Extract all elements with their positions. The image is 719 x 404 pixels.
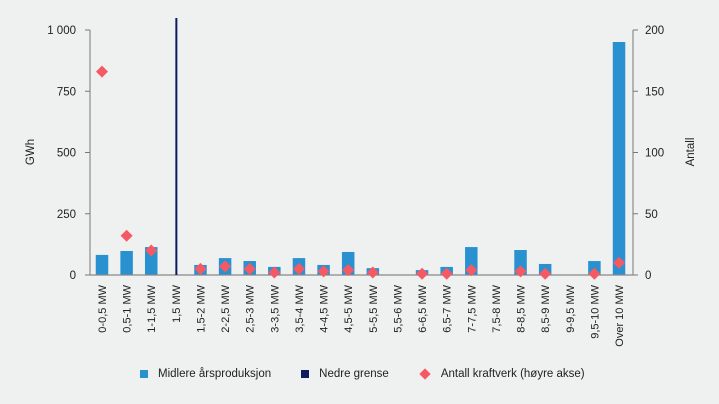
x-tick-labels: 0-0,5 MW 0,5-1 MW 1-1,5 MW 1,5 MW 1,5-2 MW 2-… [97,284,626,346]
x-tick-label: 8,5-9 MW [540,284,552,332]
point [145,244,158,257]
point [317,265,330,278]
point [342,264,355,277]
x-tick-label: 1,5-2 MW [195,284,207,332]
legend-label-vline: Nedre grense [319,368,389,380]
point [440,267,453,280]
point [219,260,232,273]
x-tick-label: 0-0,5 MW [97,284,109,332]
legend-swatch-points [419,368,431,380]
x-tick-label: 4,5-5 MW [343,284,355,332]
x-tick-label: 7,5-8 MW [491,284,503,332]
y-right-tick-label: 150 [645,86,664,98]
x-tick-label: 8-8,5 MW [516,284,528,332]
point [194,262,207,275]
point [268,266,281,279]
y-right-tick-label: 50 [645,209,658,221]
x-tick-label: 5-5,5 MW [368,284,380,332]
y-right-tick-label: 0 [645,270,651,282]
y-left-tick-label: 1 000 [47,25,76,37]
y-right-tick-labels: 0 50 100 150 200 [645,25,664,282]
point [588,267,601,280]
x-tick-label: 6-6,5 MW [417,284,429,332]
x-tick-label: 1-1,5 MW [146,284,158,332]
point [243,262,256,275]
y-left-tick-label: 0 [70,270,76,282]
bar [144,247,158,275]
point [539,267,552,280]
x-tick-label: 7-7,5 MW [466,284,478,332]
y-left-tick-label: 500 [57,148,76,160]
y-left-tick-label: 250 [57,209,76,221]
x-tick-label: 2-2,5 MW [220,284,232,332]
x-tick-label: 3,5-4 MW [294,284,306,332]
legend-label-bars: Midlere årsproduksjon [158,368,272,380]
legend: Midlere årsproduksjon Nedre grense Antal… [140,368,615,380]
bar [95,254,109,275]
x-tick-label: 5,5-6 MW [392,284,404,332]
point [366,266,379,279]
x-tick-label: 3-3,5 MW [269,284,281,332]
bar [120,250,133,275]
x-tick-label: 9,5-10 MW [589,284,601,338]
x-tick-label: Over 10 MW [614,284,626,346]
axes-group [85,29,638,276]
point [613,256,626,269]
point [416,267,429,280]
bar [612,42,626,275]
y-left-axis-label: GWh [25,139,37,165]
x-tick-label: 1,5 MW [171,284,183,323]
point [292,262,305,275]
points-group [96,65,626,280]
legend-item-vline: Nedre grense [301,368,389,380]
x-tick-label: 6,5-7 MW [442,284,454,332]
legend-item-bars: Midlere årsproduksjon [140,368,271,380]
legend-label-points: Antall kraftverk (høyre akse) [440,368,585,380]
x-tick-label: 4-4,5 MW [319,284,331,332]
y-right-tick-label: 100 [645,148,664,160]
point [514,265,527,278]
x-tick-label: 0,5-1 MW [122,284,134,332]
point [465,264,478,277]
x-tick-label: 2,5-3 MW [245,284,257,332]
x-tick-label: 9-9,5 MW [565,284,577,332]
bars-group [95,42,626,275]
y-right-tick-label: 200 [645,25,664,37]
legend-item-points: Antall kraftverk (høyre akse) [419,368,585,380]
point [120,229,133,242]
y-right-axis-label: Antall [685,138,697,167]
y-left-tick-label: 750 [57,86,76,98]
point [96,65,108,78]
legend-swatch-bars [140,370,148,378]
y-left-tick-labels: 0 250 500 750 1 000 [47,25,76,282]
legend-swatch-vline [301,370,310,378]
